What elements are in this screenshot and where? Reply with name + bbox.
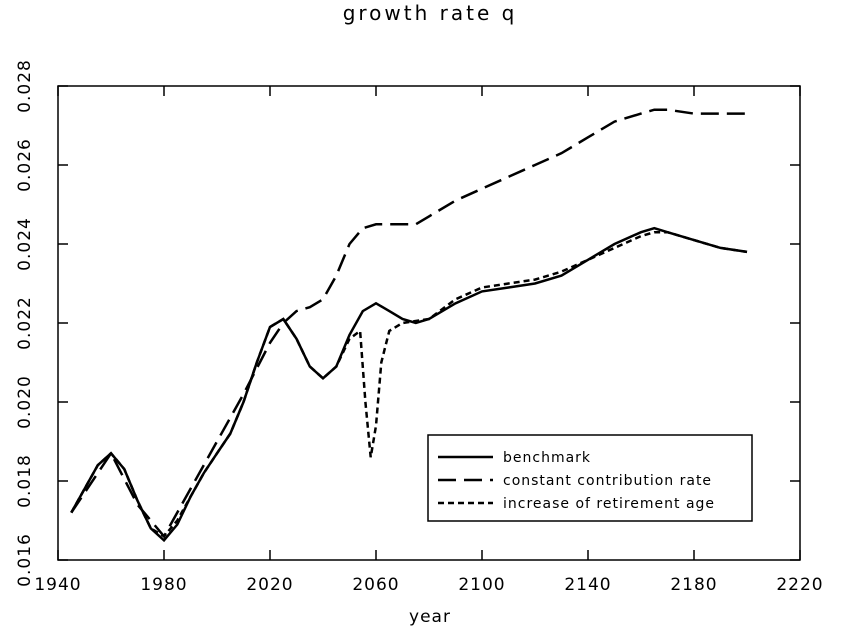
y-tick-label: 0.022 <box>15 296 35 350</box>
legend-label: constant contribution rate <box>503 473 712 489</box>
x-tick-label: 2020 <box>246 575 293 595</box>
y-tick-label: 0.028 <box>15 59 35 113</box>
x-tick-label: 2100 <box>458 575 505 595</box>
series-line <box>70 230 748 538</box>
y-tick-label: 0.026 <box>15 138 35 192</box>
x-tick-label: 2220 <box>776 575 823 595</box>
y-tick-label: 0.020 <box>15 375 35 429</box>
legend-label: benchmark <box>503 450 591 466</box>
legend-label: increase of retirement age <box>503 496 715 512</box>
x-tick-label: 1980 <box>140 575 187 595</box>
x-tick-label: 1940 <box>34 575 81 595</box>
chart-title: growth rate q <box>343 1 518 25</box>
x-tick-label: 2060 <box>352 575 399 595</box>
x-axis-label: year <box>409 607 451 627</box>
x-tick-label: 2140 <box>564 575 611 595</box>
legend-box <box>427 434 753 522</box>
x-tick-label: 2180 <box>670 575 717 595</box>
series-line <box>70 108 747 539</box>
y-tick-label: 0.018 <box>15 454 35 508</box>
y-tick-label: 0.016 <box>15 533 35 587</box>
y-tick-label: 0.024 <box>15 217 35 271</box>
